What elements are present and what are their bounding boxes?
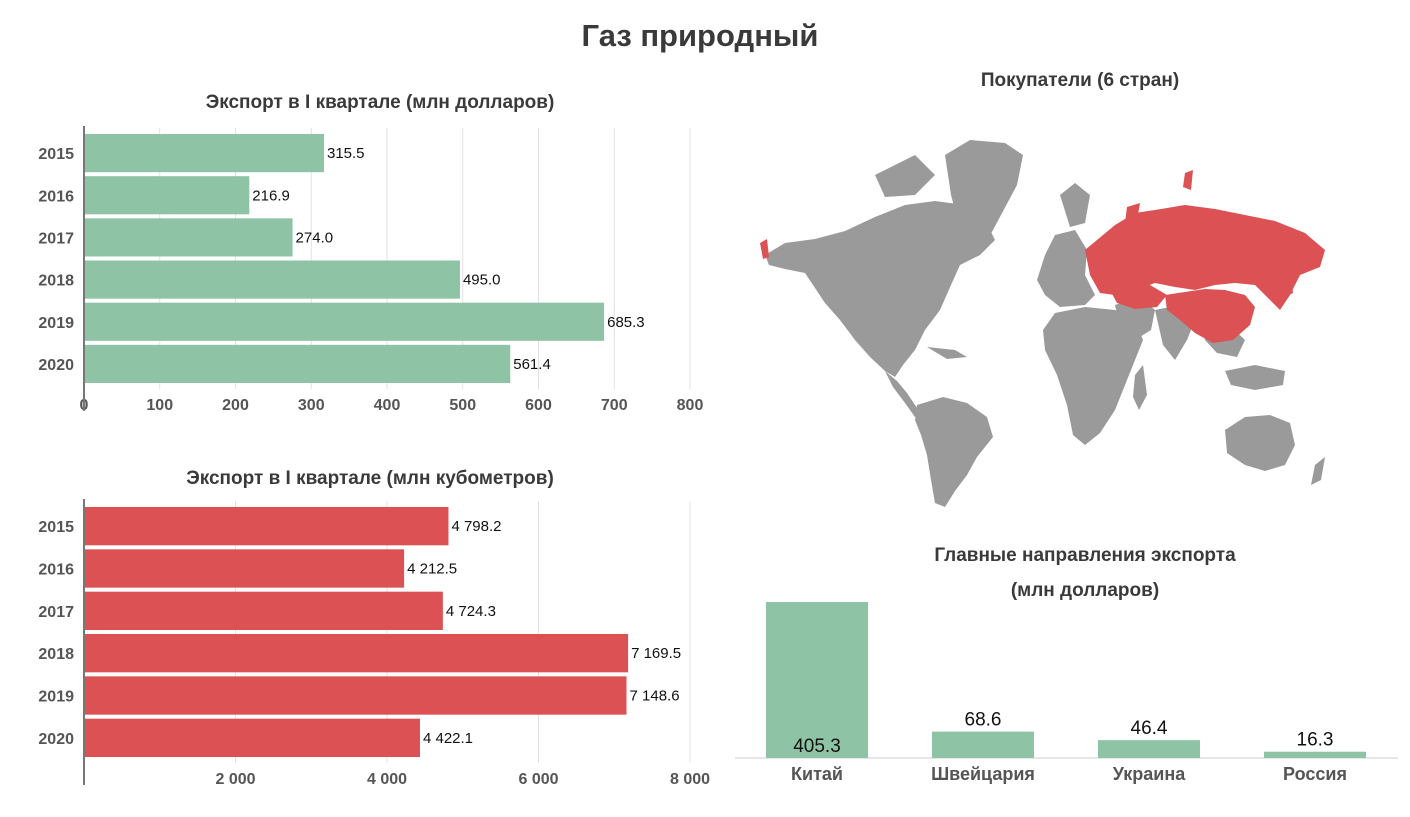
bar <box>85 344 511 383</box>
x-tick-label: 300 <box>298 397 325 414</box>
x-tick-label: 2 000 <box>215 771 255 788</box>
column-value-label: 16.3 <box>1297 730 1334 751</box>
south-america <box>915 397 993 507</box>
bar <box>85 718 420 757</box>
x-tick-label: 6 000 <box>518 771 558 788</box>
bar <box>85 676 627 715</box>
y-category-label: 2016 <box>38 188 74 205</box>
y-category-label: 2015 <box>38 146 74 163</box>
x-category-label: Украина <box>1113 764 1186 784</box>
y-category-label: 2019 <box>38 315 74 332</box>
y-category-label: 2018 <box>38 646 74 663</box>
y-category-label: 2019 <box>38 689 74 706</box>
chart-export-volume: 2 000 4 000 6 000 8 000 2015 4 798.2 2016 4 212… <box>38 499 710 788</box>
column <box>1098 740 1200 758</box>
chart-main-destinations: 405.3 Китай 68.6 Швейцария 46.4 Украина 16.3 Ро… <box>735 602 1398 784</box>
bar-value-label: 216.9 <box>252 187 290 204</box>
x-tick-label: 200 <box>222 397 249 414</box>
y-category-label: 2016 <box>38 562 74 579</box>
north-america <box>765 155 995 417</box>
bar-value-label: 4 798.2 <box>451 518 501 535</box>
chart-title-destinations-line2: (млн долларов) <box>1010 580 1160 601</box>
x-tick-label: 400 <box>374 397 401 414</box>
x-category-label: Швейцария <box>931 764 1035 784</box>
x-tick-label: 500 <box>449 397 476 414</box>
bar-value-label: 561.4 <box>513 356 551 373</box>
bar <box>85 176 250 215</box>
y-category-label: 2018 <box>38 273 74 290</box>
column-value-label: 68.6 <box>965 710 1002 731</box>
bar <box>85 218 293 257</box>
bar-value-label: 685.3 <box>607 314 645 331</box>
x-tick-label: 600 <box>525 397 552 414</box>
chart-export-usd: 01002003004005006007008002015315.5201621… <box>38 126 703 414</box>
bar-value-label: 7 148.6 <box>630 688 680 705</box>
x-tick-label: 700 <box>601 397 628 414</box>
column <box>1264 751 1366 758</box>
bar <box>85 634 629 673</box>
bar-value-label: 4 422.1 <box>423 730 473 747</box>
chart-title-destinations-line1: Главные направления экспорта <box>934 545 1236 566</box>
bar-value-label: 274.0 <box>296 229 334 246</box>
page-title: Газ природный <box>581 18 819 53</box>
y-category-label: 2015 <box>38 519 74 536</box>
x-tick-label: 100 <box>146 397 173 414</box>
bar <box>85 591 443 630</box>
buyer-countries <box>760 170 1325 343</box>
y-category-label: 2017 <box>38 604 74 621</box>
greenland <box>945 140 1023 249</box>
bar <box>85 260 460 299</box>
column-value-label: 405.3 <box>793 736 841 757</box>
bar-value-label: 4 724.3 <box>446 603 496 620</box>
y-category-label: 2020 <box>38 357 74 374</box>
x-tick-label: 8 000 <box>670 771 710 788</box>
bar-value-label: 315.5 <box>327 145 365 162</box>
bar <box>85 507 449 546</box>
column-value-label: 46.4 <box>1131 718 1168 739</box>
bar-value-label: 495.0 <box>463 272 501 289</box>
column <box>766 602 868 758</box>
bar-value-label: 4 212.5 <box>407 561 457 578</box>
world-map <box>760 140 1325 507</box>
europe-africa <box>1037 183 1147 445</box>
map-title: Покупатели (6 стран) <box>980 70 1180 91</box>
y-category-label: 2020 <box>38 731 74 748</box>
column <box>932 731 1034 758</box>
bar <box>85 549 405 588</box>
oceania <box>1225 415 1325 485</box>
y-category-label: 2017 <box>38 230 74 247</box>
x-category-label: Россия <box>1283 764 1347 784</box>
x-tick-label: 800 <box>677 397 704 414</box>
bar <box>85 302 605 341</box>
x-category-label: Китай <box>791 764 843 784</box>
chart-title-export-volume: Экспорт в I квартале (млн кубометров) <box>186 468 554 489</box>
bar <box>85 134 324 173</box>
chart-title-export-usd: Экспорт в I квартале (млн долларов) <box>205 92 555 113</box>
bar-value-label: 7 169.5 <box>631 645 681 662</box>
x-tick-label: 4 000 <box>367 771 407 788</box>
